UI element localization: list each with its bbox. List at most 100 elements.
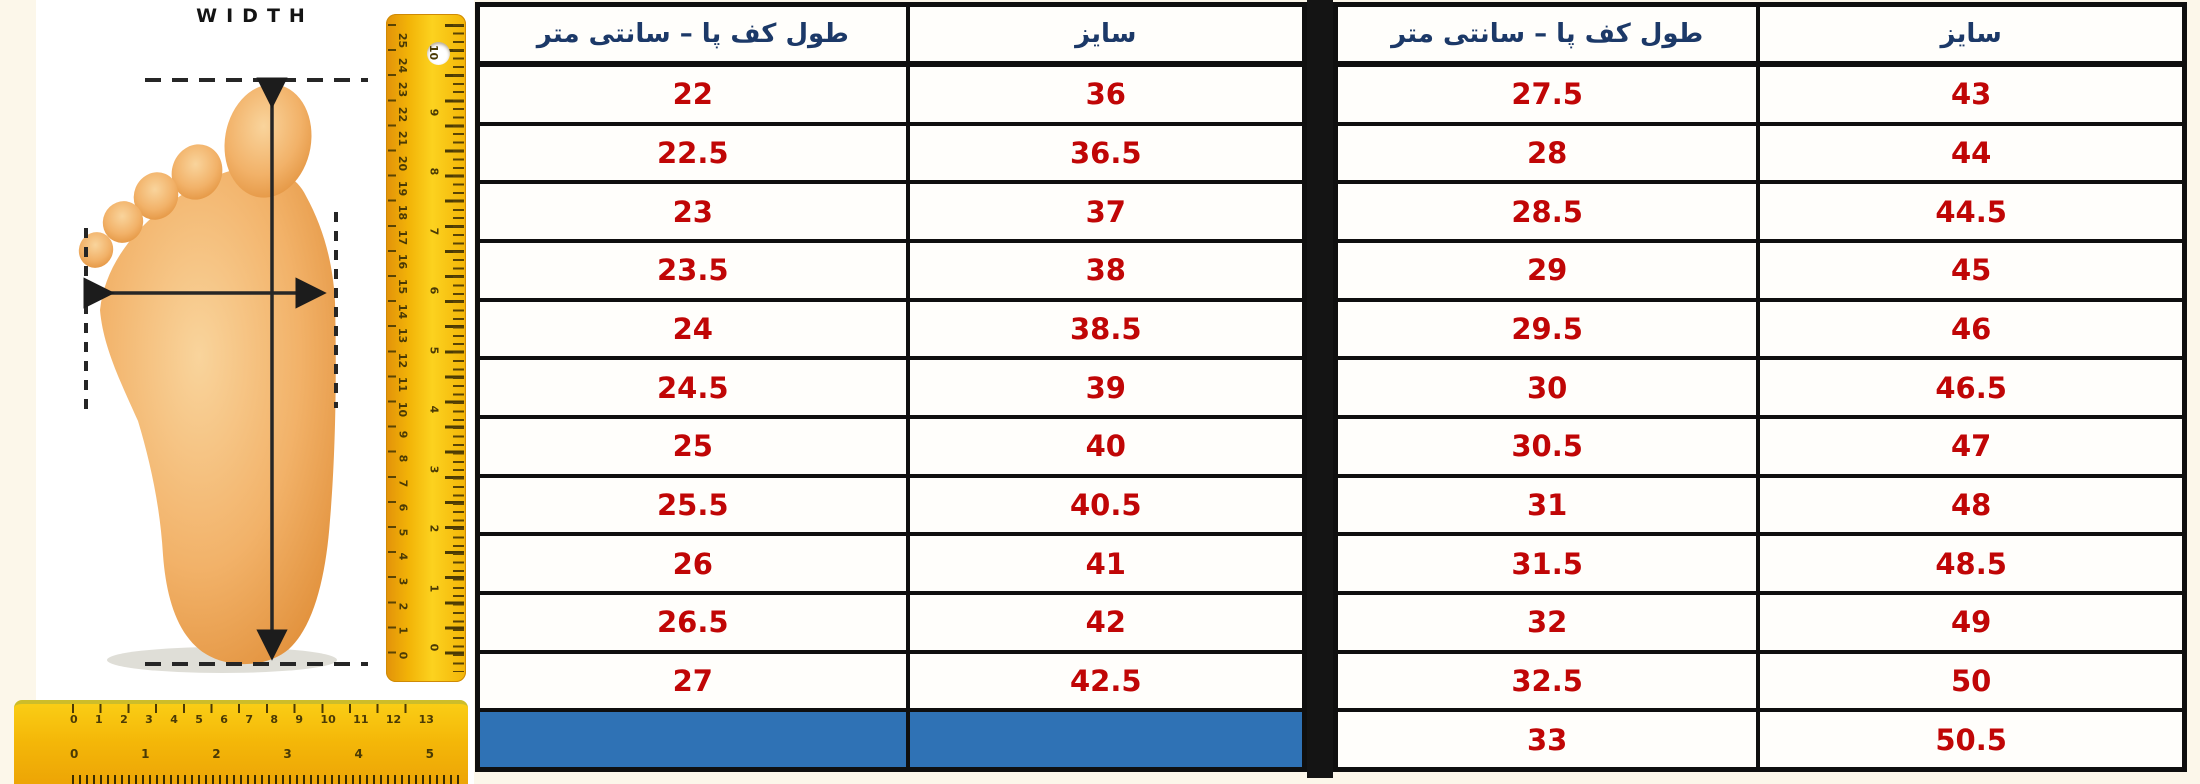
width-label: WIDTH [196, 5, 314, 27]
size-cell: 36.5 [905, 121, 1307, 185]
ruler-number: 7 [396, 479, 410, 488]
ruler-number: 18 [396, 205, 410, 221]
pinky-toe [78, 232, 114, 268]
size-cell: 31.5 [1333, 532, 1761, 595]
size-cell: 37 [905, 180, 1307, 243]
ruler-number: 8 [427, 167, 441, 176]
ruler-number: 0 [70, 713, 78, 726]
ruler-number: 3 [283, 747, 292, 761]
size-cell: 24.5 [475, 356, 910, 419]
length-column-header: طول کف پا – سانتی متر [1333, 2, 1761, 67]
size-cell: 32 [1333, 590, 1761, 654]
size-cell: 24 [475, 297, 910, 361]
ruler-number: 5 [427, 346, 441, 354]
ruler-number: 5 [425, 747, 434, 761]
table-row: 28 44 [1333, 121, 2187, 185]
size-cell: 48 [1756, 473, 2187, 537]
size-cell: 33 [1333, 708, 1761, 772]
ruler-number: 2 [120, 713, 128, 726]
table-row: 25 40 [475, 414, 1307, 478]
size-cell: 28 [1333, 121, 1761, 185]
ruler-number: 22 [396, 106, 410, 122]
ruler-number: 0 [396, 651, 410, 660]
ruler-number: 21 [396, 131, 410, 147]
ruler-number: 9 [427, 108, 441, 116]
size-cell: 50 [1756, 649, 2187, 713]
foot-illustration [78, 77, 368, 673]
table-row: 30 46.5 [1333, 356, 2187, 419]
header-row: طول کف پا – سانتی متر سایز [475, 2, 1307, 67]
ruler-number: 1 [396, 626, 410, 635]
size-cell: 23.5 [475, 238, 910, 302]
size-cell: 39 [905, 356, 1307, 419]
size-cell: 44.5 [1756, 180, 2187, 243]
table-divider [1307, 0, 1333, 778]
ruler-number: 4 [354, 747, 363, 761]
size-cell: 29.5 [1333, 297, 1761, 361]
second-toe [171, 144, 223, 200]
size-cell: 40 [905, 414, 1307, 478]
size-cell: 42.5 [905, 649, 1307, 713]
length-column-header: طول کف پا – سانتی متر [475, 2, 910, 67]
horizontal-ruler-cm-numbers: 0 1 2 3 4 5 6 7 8 9 10 11 12 13 [70, 713, 434, 726]
ruler-number: 3 [145, 713, 153, 726]
table-row: 32.5 50 [1333, 649, 2187, 713]
ruler-number: 1 [427, 584, 441, 592]
ruler-number: 3 [427, 465, 441, 473]
ruler-number: 4 [427, 405, 441, 414]
table-row: 33 50.5 [1333, 708, 2187, 772]
size-cell: 29 [1333, 238, 1761, 302]
size-cell: 26 [475, 532, 910, 595]
size-cell: 40.5 [905, 473, 1307, 537]
table-row [475, 708, 1307, 772]
size-cell: 27.5 [1333, 62, 1761, 126]
ruler-number: 13 [396, 327, 410, 344]
ruler-number: 8 [270, 713, 279, 726]
ruler-number: 4 [170, 713, 178, 726]
ruler-number: 0 [427, 643, 441, 652]
ruler-number: 8 [396, 454, 410, 463]
table-row: 27.5 43 [1333, 62, 2187, 126]
ruler-number: 2 [427, 524, 441, 533]
foot-measurement-illustration: WIDTH 25 24 23 22 21 20 19 18 17 16 15 14 13 12 11 10 9 8… [0, 0, 475, 784]
ruler-number: 0 [70, 747, 79, 761]
size-cell: 45 [1756, 238, 2187, 302]
size-cell: 38 [905, 238, 1307, 302]
ruler-number: 9 [396, 430, 410, 438]
size-cell: 22.5 [475, 121, 910, 185]
ruler-number: 16 [396, 254, 410, 270]
size-cell: 46.5 [1756, 356, 2187, 419]
size-cell: 44 [1756, 121, 2187, 185]
ruler-number: 4 [396, 553, 410, 561]
table-row: 29 45 [1333, 238, 2187, 302]
horizontal-ruler-mm-ticks [72, 775, 460, 784]
vertical-ruler-cm-numbers: 25 24 23 22 21 20 19 18 17 16 15 14 13 12 11 10 9 8 7 6 5 4 3 2… [394, 33, 412, 662]
size-column-header: سایز [1756, 2, 2187, 67]
ruler-number: 6 [220, 713, 228, 726]
table-row: 28.5 44.5 [1333, 180, 2187, 243]
table-row: 31.5 48.5 [1333, 532, 2187, 595]
ruler-number: 10 [396, 401, 410, 418]
table-row: 26.5 42 [475, 590, 1307, 654]
measurement-guides [83, 77, 368, 666]
ruler-number: 14 [396, 303, 410, 319]
size-cell: 47 [1756, 414, 2187, 478]
ruler-number: 3 [396, 577, 410, 586]
size-cell: 22 [475, 62, 910, 126]
ruler-number: 12 [385, 713, 402, 726]
size-cell: 48.5 [1756, 532, 2187, 595]
size-cell: 30 [1333, 356, 1761, 419]
table-row: 25.5 40.5 [475, 473, 1307, 537]
ruler-number: 17 [396, 229, 410, 245]
vertical-ruler-mm-ticks [453, 24, 464, 672]
third-toe [133, 172, 179, 220]
size-tables: طول کف پا – سانتی متر سایز 22 36 22.5 36.5 2… [475, 0, 2187, 778]
vertical-ruler: 25 24 23 22 21 20 19 18 17 16 15 14 13 12 11 10 9 8 7 6 5 4 3 2… [386, 14, 466, 682]
ruler-number: 2 [212, 747, 221, 761]
size-cell: 38.5 [905, 297, 1307, 361]
vertical-ruler-inch-numbers: 10 9 8 7 6 5 4 3 2 1 0 [426, 45, 442, 654]
ruler-number: 6 [396, 503, 410, 512]
size-column-header: سایز [905, 2, 1307, 67]
ruler-number: 12 [396, 352, 410, 368]
ruler-number: 1 [141, 747, 150, 761]
